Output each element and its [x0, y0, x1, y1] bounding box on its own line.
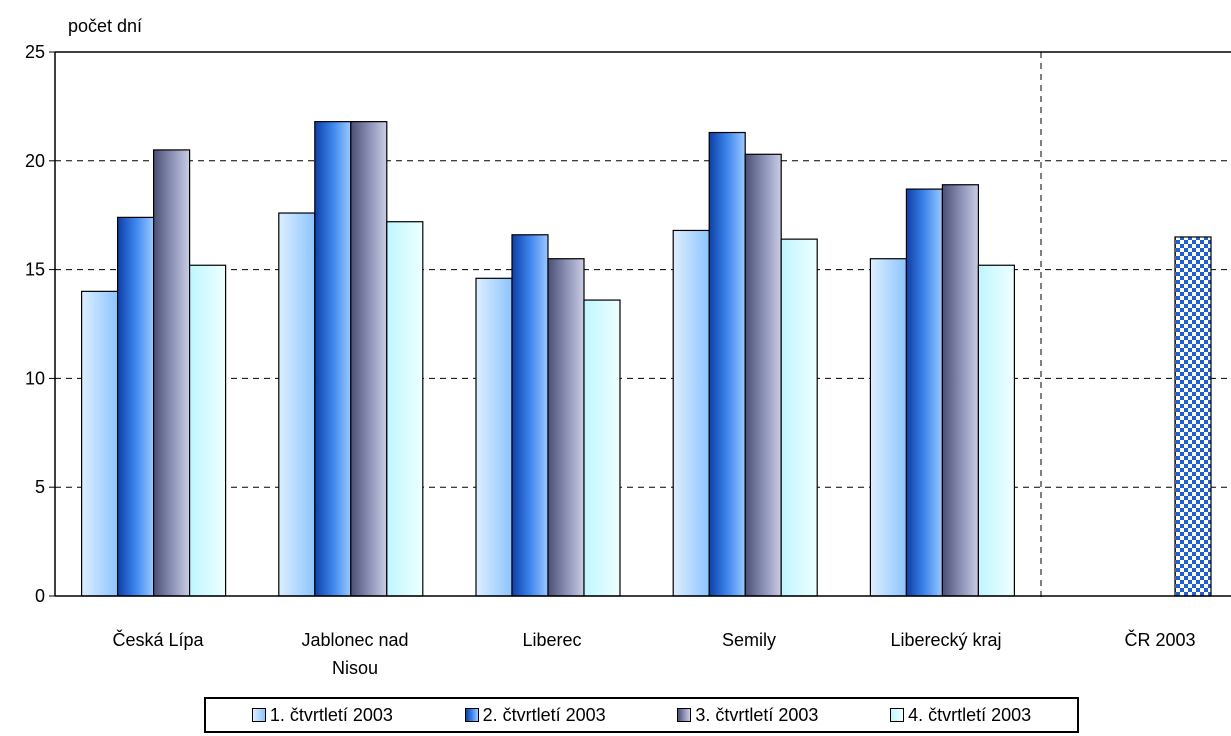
- bar-2-3: [708, 131, 746, 597]
- bar-3-0: [153, 149, 191, 597]
- x-tick-label: Česká Lípa: [112, 629, 204, 650]
- legend-label-q1: 1. čtvrtletí 2003: [269, 704, 393, 725]
- x-tick-label: Liberec: [522, 630, 581, 650]
- legend-swatch-q3: [677, 708, 692, 722]
- bar-4-1: [386, 221, 424, 597]
- y-tick-label: 0: [35, 586, 45, 606]
- y-tick-label: 25: [25, 42, 45, 62]
- bar-3-3: [744, 153, 782, 597]
- legend-label-q2: 2. čtvrtletí 2003: [482, 704, 606, 725]
- legend-swatch-q2: [464, 708, 479, 722]
- bar-2-1: [314, 121, 352, 597]
- x-tick-label: Jablonec nad Nisou: [301, 630, 408, 678]
- legend: 1. čtvrtletí 2003 2. čtvrtletí 2003 3. č…: [204, 697, 1079, 733]
- x-tick-label: ČR 2003: [1124, 629, 1195, 650]
- bar-2-0: [116, 216, 155, 597]
- bar-1-4: [869, 258, 908, 597]
- x-tick-label: Liberecký kraj: [890, 630, 1001, 650]
- y-axis-label: počet dní: [68, 16, 143, 36]
- bar-4-2: [583, 299, 621, 597]
- bar-4-0: [189, 264, 227, 597]
- legend-item-q1: 1. čtvrtletí 2003: [251, 704, 393, 726]
- y-tick-label: 15: [25, 260, 45, 280]
- x-tick-label: Semily: [722, 630, 776, 650]
- bar-1-2: [475, 277, 513, 597]
- reference-bar: [1174, 236, 1212, 597]
- bar-4-4: [977, 264, 1016, 597]
- bar-1-0: [80, 290, 119, 597]
- legend-item-q4: 4. čtvrtletí 2003: [890, 705, 1031, 726]
- bar-4-3: [780, 238, 818, 597]
- legend-label-q4: 4. čtvrtletí 2003: [908, 704, 1032, 725]
- bar-2-4: [905, 188, 944, 597]
- legend-label-q3: 3. čtvrtletí 2003: [695, 704, 819, 725]
- legend-swatch-q4: [890, 708, 905, 722]
- legend-item-q3: 3. čtvrtletí 2003: [677, 705, 818, 726]
- bar-3-2: [547, 258, 585, 597]
- y-tick-label: 20: [25, 151, 45, 171]
- bar-2-2: [511, 234, 549, 597]
- bar-3-4: [941, 184, 980, 597]
- bar-3-1: [350, 121, 388, 597]
- y-tick-label: 10: [25, 368, 45, 388]
- y-tick-label: 5: [35, 477, 45, 497]
- legend-item-q2: 2. čtvrtletí 2003: [464, 704, 606, 726]
- bar-1-1: [278, 212, 316, 597]
- bar-1-3: [672, 229, 710, 597]
- legend-swatch-q1: [251, 708, 266, 722]
